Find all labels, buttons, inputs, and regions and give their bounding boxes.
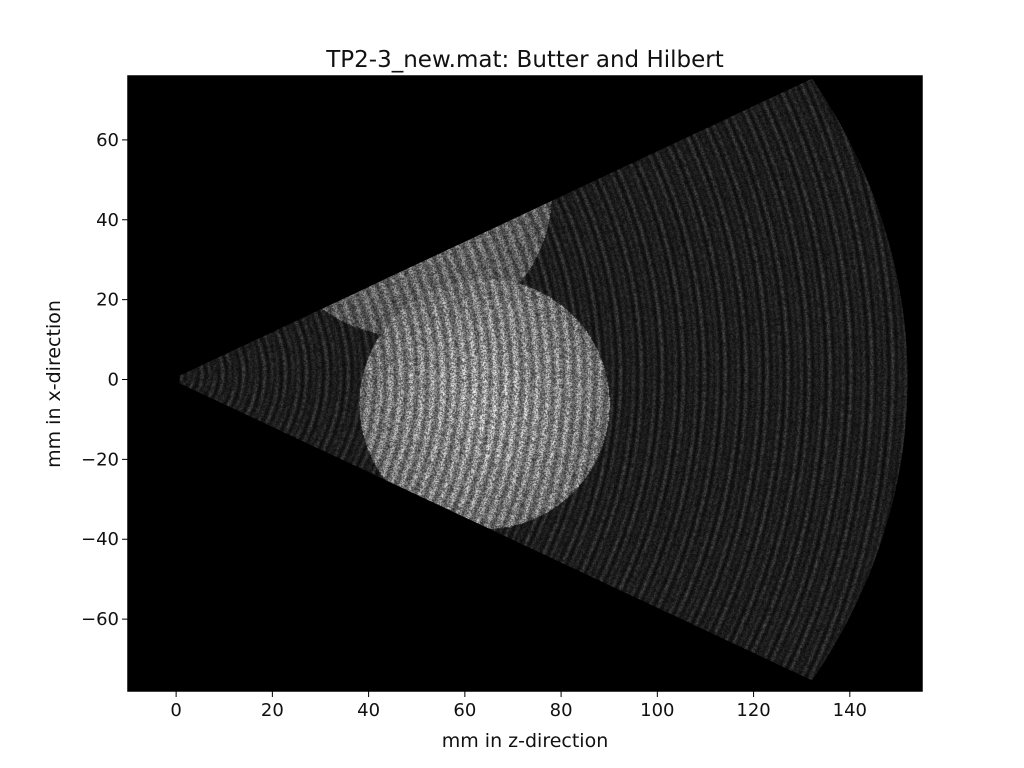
x-tick-label: 140 xyxy=(833,700,867,721)
x-tick-label: 0 xyxy=(170,700,181,721)
y-tick-label: −20 xyxy=(81,449,119,470)
x-tick-label: 80 xyxy=(550,700,573,721)
y-tick-label: 20 xyxy=(96,290,119,311)
plot-frame xyxy=(127,75,923,692)
chart-title: TP2-3_new.mat: Butter and Hilbert xyxy=(325,47,724,73)
y-tick-label: −40 xyxy=(81,529,119,550)
x-tick-label: 20 xyxy=(261,700,284,721)
y-tick-label: 60 xyxy=(96,130,119,151)
x-axis: 0 20 40 60 80 100 120 140 xyxy=(170,691,867,721)
y-tick-label: −60 xyxy=(81,609,119,630)
x-axis-label: mm in z-direction xyxy=(442,730,609,752)
x-tick-label: 120 xyxy=(736,700,770,721)
y-tick-label: 40 xyxy=(96,210,119,231)
x-tick-label: 40 xyxy=(357,700,380,721)
y-axis: 60 40 20 0 −20 −40 −60 xyxy=(81,130,128,630)
x-tick-label: 100 xyxy=(640,700,674,721)
x-tick-label: 60 xyxy=(453,700,476,721)
y-axis-label: mm in x-direction xyxy=(43,300,65,468)
y-tick-label: 0 xyxy=(108,370,119,391)
